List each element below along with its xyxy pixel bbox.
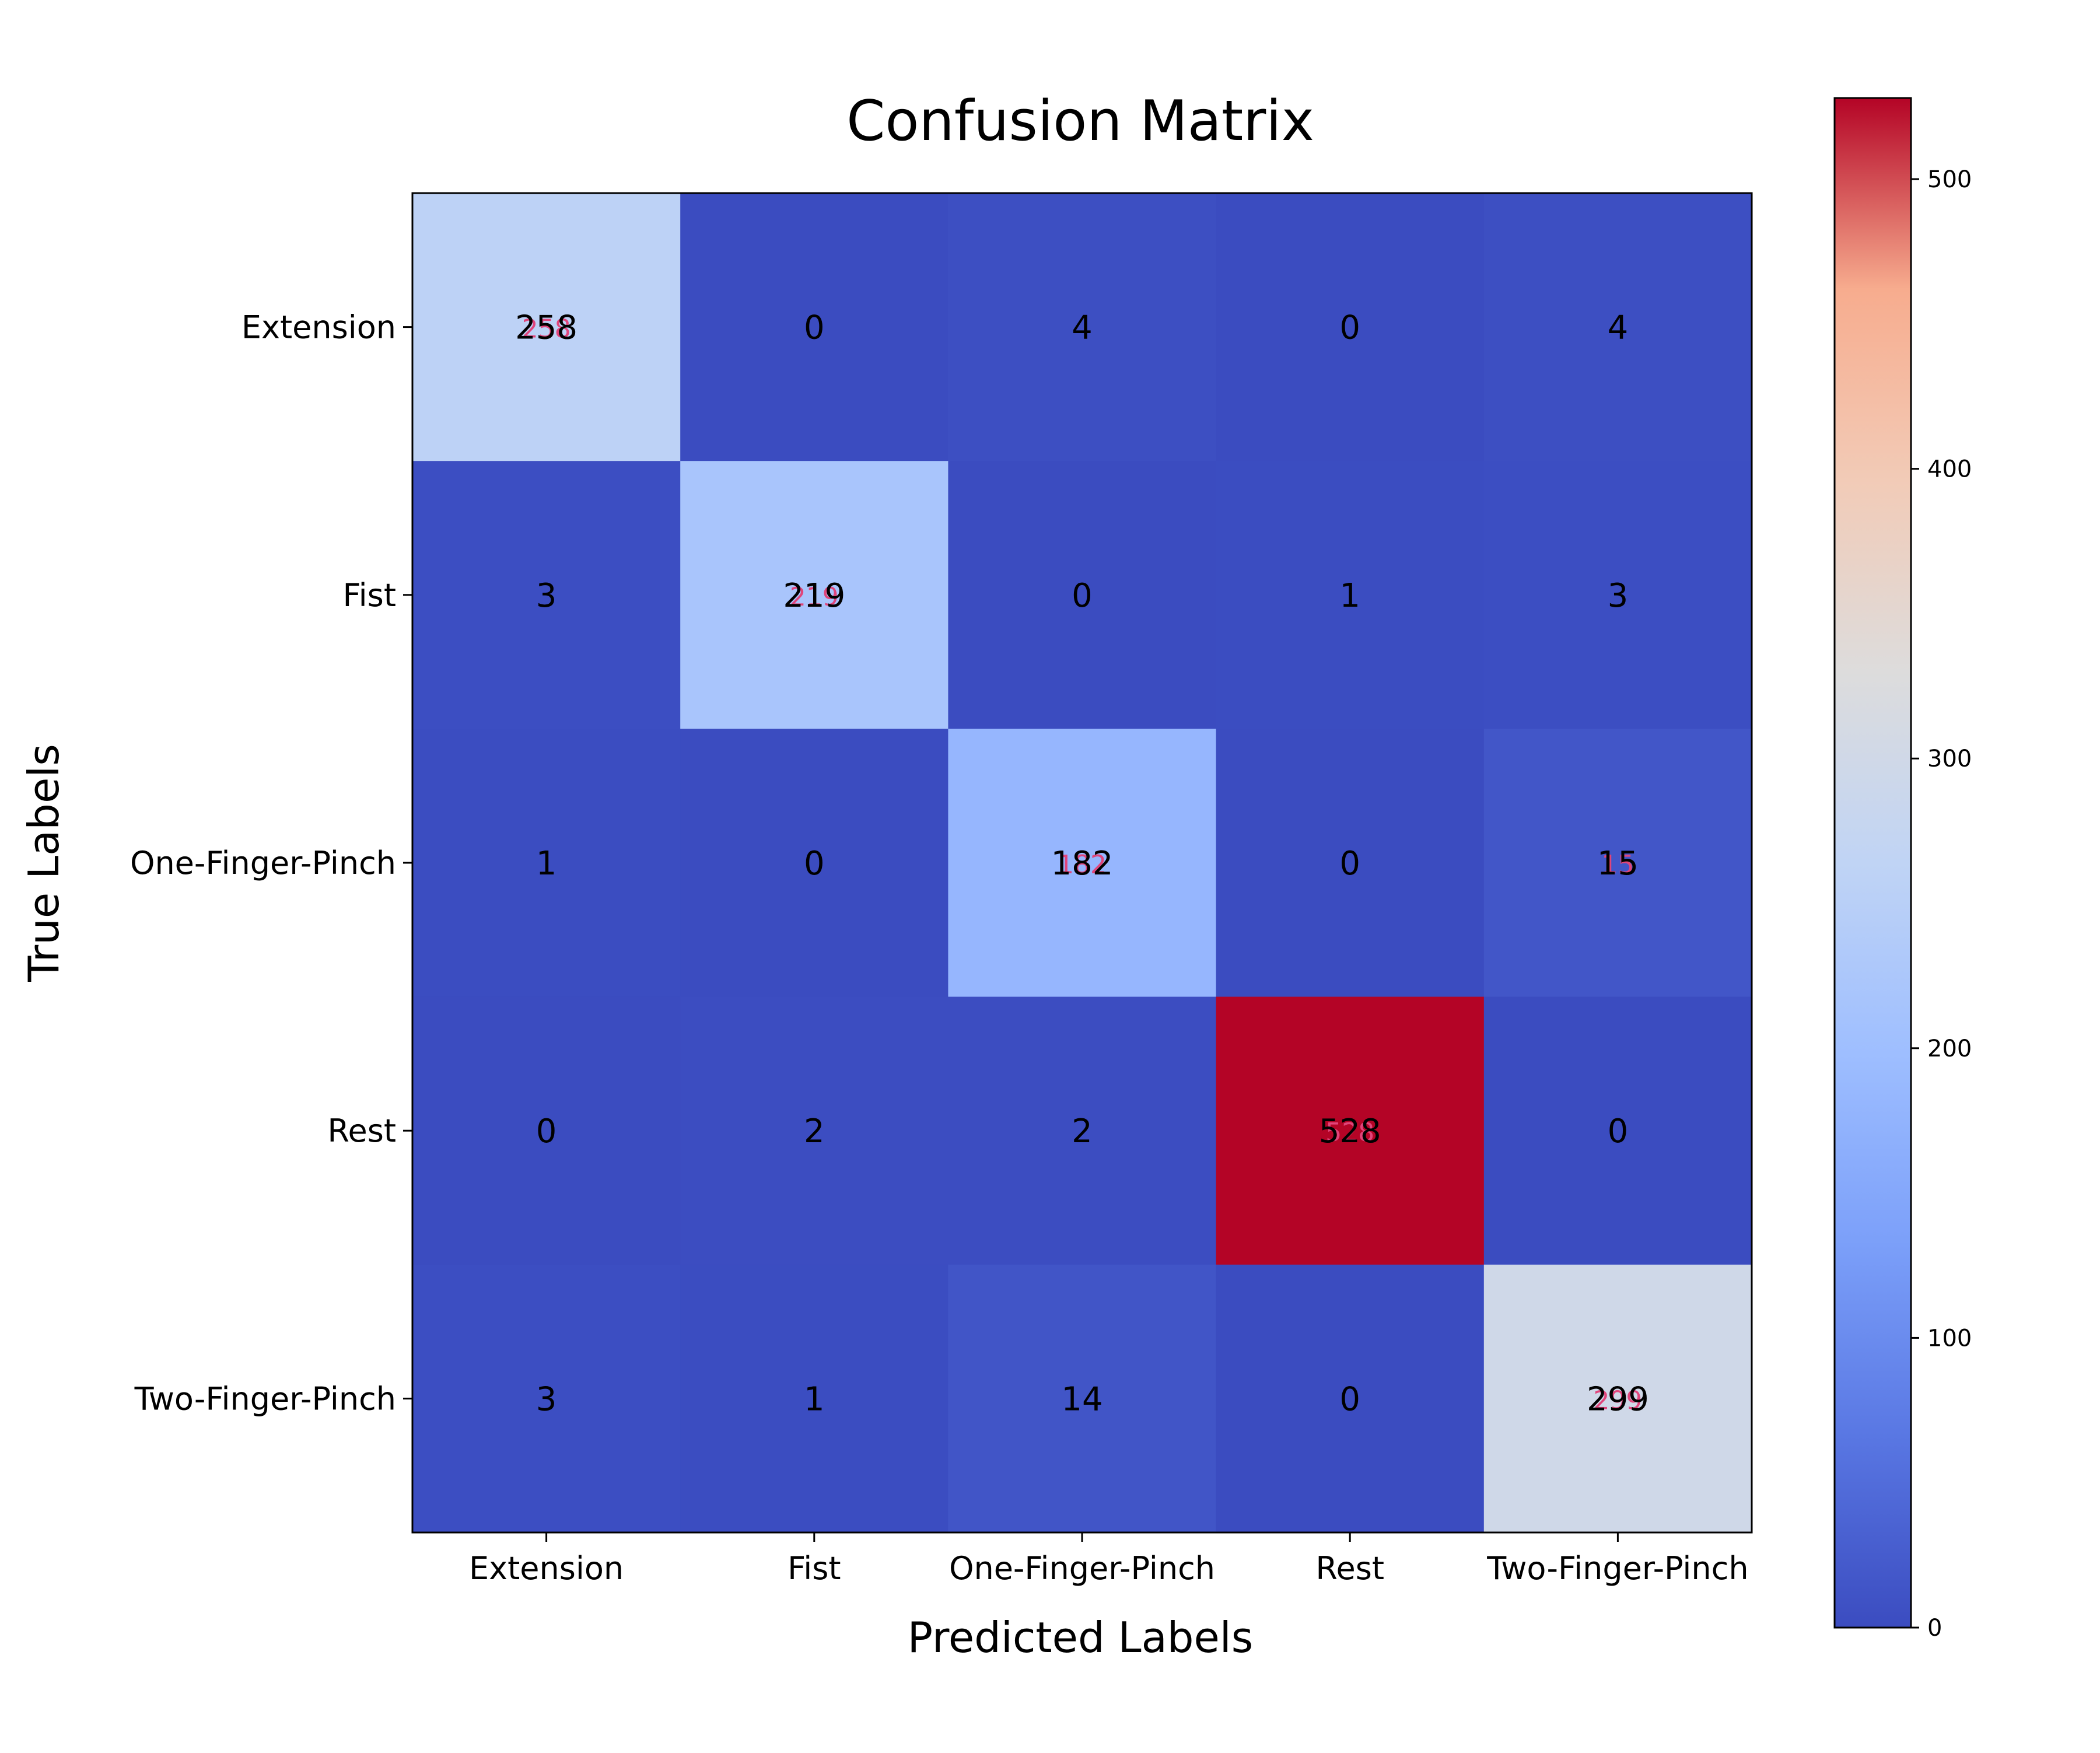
colorbar-tick-label: 500 bbox=[1927, 166, 1972, 193]
colorbar-tick-label: 100 bbox=[1927, 1325, 1972, 1352]
heatmap-cell bbox=[412, 193, 681, 461]
colorbar-ticks: 0 100 200 300 400 500 bbox=[1911, 166, 1972, 1642]
heatmap-cell bbox=[948, 1264, 1217, 1533]
cell-value: 1 bbox=[536, 845, 557, 883]
y-tick-label: One-Finger-Pinch bbox=[130, 845, 396, 881]
cell-value-overlay: 182 bbox=[1058, 850, 1107, 880]
heatmap-cell bbox=[1216, 1264, 1485, 1533]
heatmap-cell bbox=[948, 193, 1217, 461]
heatmap-cell bbox=[412, 1264, 681, 1533]
heatmap-cell bbox=[948, 461, 1217, 729]
heatmap-cell bbox=[680, 1264, 949, 1533]
x-axis-ticks: Extension Fist One-Finger-Pinch Rest Two-Fin… bbox=[469, 1532, 1749, 1587]
cell-value: 0 bbox=[804, 845, 825, 883]
cell-value: 0 bbox=[1608, 1112, 1629, 1150]
x-tick-label: Rest bbox=[1315, 1550, 1384, 1587]
heatmap-cell bbox=[680, 996, 949, 1265]
y-tick-label: Two-Finger-Pinch bbox=[134, 1380, 396, 1417]
cell-value-overlay: 15 bbox=[1601, 850, 1634, 880]
heatmap-cell bbox=[1483, 1264, 1752, 1533]
heatmap-cell bbox=[680, 193, 949, 461]
cell-value: 1 bbox=[1339, 577, 1360, 615]
cell-value: 528 bbox=[1319, 1112, 1381, 1150]
cell-value: 0 bbox=[804, 309, 825, 347]
x-tick-label: Two-Finger-Pinch bbox=[1486, 1550, 1748, 1587]
cell-value-overlay: 258 bbox=[522, 314, 571, 344]
cell-value: 0 bbox=[536, 1112, 557, 1150]
heatmap-cell bbox=[1483, 193, 1752, 461]
cell-value: 4 bbox=[1072, 309, 1093, 347]
heatmap-cell bbox=[412, 461, 681, 729]
heatmap-cell bbox=[948, 729, 1217, 998]
heatmap-cell bbox=[1216, 729, 1485, 998]
cell-value: 3 bbox=[1608, 577, 1629, 615]
heatmap-cell bbox=[680, 461, 949, 729]
cell-value-overlay: 528 bbox=[1325, 1118, 1374, 1147]
cell-value: 0 bbox=[1339, 309, 1360, 347]
y-tick-label: Rest bbox=[327, 1112, 396, 1149]
chart-title: Confusion Matrix bbox=[846, 89, 1314, 153]
cell-value: 14 bbox=[1061, 1380, 1102, 1418]
heatmap-cell bbox=[1483, 996, 1752, 1265]
colorbar-tick-label: 300 bbox=[1927, 746, 1972, 772]
heatmap-cell bbox=[1216, 996, 1485, 1265]
cell-value-overlay: 219 bbox=[790, 582, 839, 612]
cell-value-overlay: 299 bbox=[1593, 1385, 1642, 1415]
heatmap-cell bbox=[1216, 461, 1485, 729]
cell-value: 0 bbox=[1339, 1380, 1360, 1418]
colorbar-tick-label: 0 bbox=[1927, 1615, 1942, 1642]
heatmap-cell bbox=[1216, 193, 1485, 461]
cell-value: 15 bbox=[1597, 845, 1639, 883]
cell-value: 258 bbox=[515, 309, 578, 347]
y-axis-label: True Labels bbox=[19, 744, 68, 982]
heatmap-cell bbox=[1483, 461, 1752, 729]
heatmap-cell bbox=[680, 729, 949, 998]
x-axis-label: Predicted Labels bbox=[908, 1613, 1254, 1662]
cell-value: 2 bbox=[1072, 1112, 1093, 1150]
heatmap-cell bbox=[412, 729, 681, 998]
heatmap-cell bbox=[948, 996, 1217, 1265]
heatmap-cell bbox=[412, 996, 681, 1265]
cell-value: 1 bbox=[804, 1380, 825, 1418]
cell-value: 219 bbox=[783, 577, 845, 615]
cell-value: 0 bbox=[1339, 845, 1360, 883]
x-tick-label: One-Finger-Pinch bbox=[949, 1550, 1215, 1587]
cell-value: 182 bbox=[1051, 845, 1114, 883]
cell-value: 3 bbox=[536, 577, 557, 615]
cell-value: 2 bbox=[804, 1112, 825, 1150]
y-tick-label: Fist bbox=[343, 577, 396, 614]
cell-value: 0 bbox=[1072, 577, 1093, 615]
x-tick-label: Fist bbox=[788, 1550, 841, 1587]
colorbar-tick-label: 200 bbox=[1927, 1035, 1972, 1062]
heatmap-cell bbox=[1483, 729, 1752, 998]
x-tick-label: Extension bbox=[469, 1550, 624, 1587]
cell-value: 3 bbox=[536, 1380, 557, 1418]
colorbar bbox=[1833, 97, 1912, 1629]
y-tick-label: Extension bbox=[242, 309, 396, 346]
cell-value: 4 bbox=[1608, 309, 1629, 347]
cell-value: 299 bbox=[1587, 1380, 1649, 1418]
y-axis-ticks: Extension Fist One-Finger-Pinch Rest Two-Fin… bbox=[130, 309, 412, 1417]
heatmap-cells bbox=[412, 193, 1752, 1533]
colorbar-tick-label: 400 bbox=[1927, 456, 1972, 483]
